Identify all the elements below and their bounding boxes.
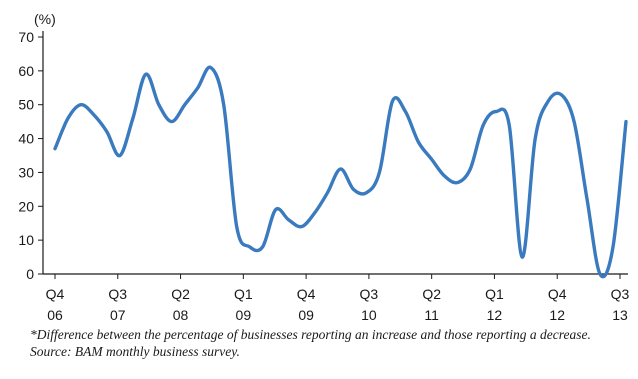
source-note: Source: BAM monthly business survey. (30, 344, 240, 359)
notes: *Difference between the percentage of bu… (30, 327, 630, 359)
footnote: *Difference between the percentage of bu… (30, 327, 591, 342)
x-tick-label-quarter: Q1 (234, 286, 253, 302)
x-tick-label-quarter: Q4 (46, 286, 65, 302)
x-tick-label-year: 12 (549, 307, 565, 323)
x-tick-label-year: 09 (236, 307, 252, 323)
x-tick-label-year: 06 (47, 307, 63, 323)
x-tick-label-quarter: Q3 (360, 286, 379, 302)
y-tick-label: 10 (18, 232, 34, 248)
x-tick-label-quarter: Q3 (611, 286, 630, 302)
x-tick-label-quarter: Q4 (548, 286, 567, 302)
y-axis: 0 10 20 30 40 50 60 70 (18, 29, 44, 282)
y-tick-label: 0 (26, 266, 34, 282)
series-group (53, 65, 628, 279)
x-tick-label-year: 09 (298, 307, 314, 323)
x-tick-label-year: 07 (110, 307, 126, 323)
x-axis: Q4 06 Q3 07 Q2 08 Q1 09 Q4 09 Q3 10 Q2 11 Q1 12 Q4 12 Q3 13 (43, 273, 630, 323)
x-tick-label-quarter: Q2 (171, 286, 190, 302)
x-tick-label-quarter: Q1 (485, 286, 504, 302)
x-tick-label-year: 08 (173, 307, 189, 323)
x-tick-label-quarter: Q4 (297, 286, 316, 302)
x-tick-label-quarter: Q2 (422, 286, 441, 302)
series-line (53, 65, 628, 279)
y-tick-label: 40 (18, 131, 34, 147)
x-tick-label-year: 12 (487, 307, 503, 323)
y-axis-label: (%) (34, 11, 56, 27)
y-tick-label: 60 (18, 63, 34, 79)
x-tick-label-year: 10 (361, 307, 377, 323)
y-tick-label: 20 (18, 198, 34, 214)
x-tick-label-year: 13 (612, 307, 628, 323)
x-tick-label-year: 11 (424, 307, 439, 323)
line-chart: (%) 0 10 20 30 40 50 60 70 Q4 06 Q3 07 Q2 08 Q1 09 Q4 09… (18, 11, 630, 323)
x-tick-label-quarter: Q3 (108, 286, 127, 302)
y-tick-label: 50 (18, 97, 34, 113)
y-tick-label: 30 (18, 164, 34, 180)
y-tick-label: 70 (18, 29, 34, 45)
